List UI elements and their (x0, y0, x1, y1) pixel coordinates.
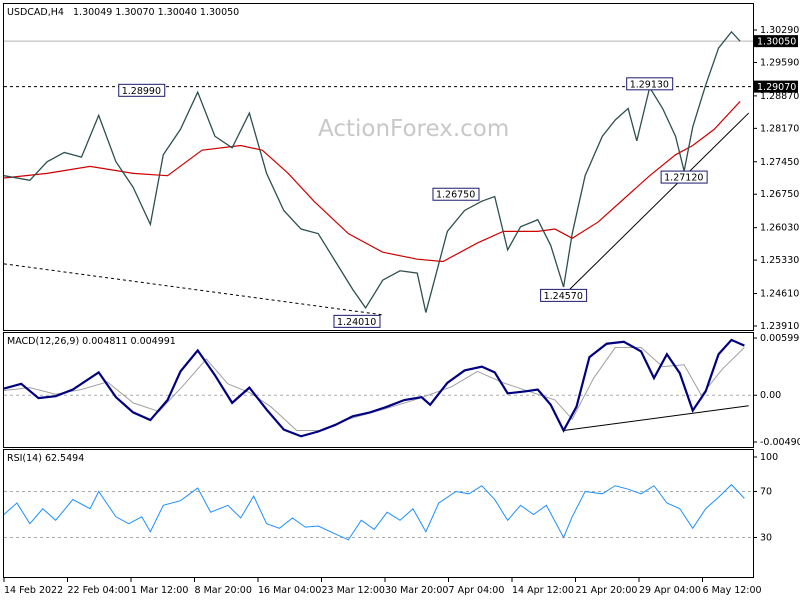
price-tick-label: 1.28870 (760, 91, 799, 102)
price-annotation-box (540, 288, 588, 302)
resistance-level-label: 1.29070 (757, 82, 796, 93)
x-tick-label: 23 Mar 12:00 (322, 585, 385, 596)
price-panel-frame (3, 3, 754, 331)
rsi-tick-label: 30 (760, 533, 772, 544)
chart-title: USDCAD,H4 (7, 7, 64, 18)
rsi-line (3, 483, 745, 541)
macd-tick-label: 0.005996 (760, 333, 800, 344)
current-price-box (754, 35, 798, 48)
price-tick-label: 1.26030 (760, 223, 799, 234)
price-tick-label: 1.24610 (760, 289, 799, 300)
rsi-label: RSI(14) 62.5494 (7, 453, 84, 464)
price-tick-label: 1.26750 (760, 189, 799, 200)
price-annotation-label: 1.27120 (664, 173, 703, 184)
price-tick-label: 1.23910 (760, 321, 799, 332)
price-annotation-label: 1.24010 (337, 317, 376, 328)
price-annotation-label: 1.26750 (436, 190, 475, 201)
price-annotation-box (626, 77, 674, 91)
x-tick-label: 1 Mar 12:00 (131, 585, 188, 596)
price-trendline (3, 263, 383, 316)
x-tick-label: 8 Mar 20:00 (195, 585, 252, 596)
x-tick-label: 7 Apr 04:00 (449, 585, 505, 596)
rsi-tick-label: 70 (760, 487, 772, 498)
macd-signal-line (3, 347, 745, 432)
price-line (3, 30, 741, 313)
price-annotation-label: 1.29130 (630, 79, 669, 90)
watermark: ActionForex.com (318, 116, 509, 142)
ohlc-header: 1.30049 1.30070 1.30040 1.30050 (73, 7, 239, 18)
x-tick-label: 16 Mar 04:00 (258, 585, 321, 596)
price-annotation-label: 1.28990 (122, 86, 161, 97)
rsi-panel-frame (3, 449, 754, 578)
moving-average-line (3, 101, 741, 263)
x-tick-label: 30 Mar 20:00 (385, 585, 448, 596)
macd-label: MACD(12,26,9) 0.004811 0.004991 (7, 336, 176, 347)
price-trendline (563, 112, 750, 296)
price-annotation-label: 1.24570 (544, 291, 583, 302)
x-tick-label: 14 Apr 12:00 (512, 585, 574, 596)
current-price-label: 1.30050 (757, 37, 796, 48)
macd-tick-label: 0.00 (760, 390, 781, 401)
macd-trendline (563, 405, 749, 432)
price-annotation-box (118, 83, 166, 97)
x-tick-label: 21 Apr 20:00 (576, 585, 638, 596)
price-tick-label: 1.28170 (760, 123, 799, 134)
x-tick-label: 22 Feb 04:00 (68, 585, 130, 596)
macd-panel-frame (3, 332, 754, 448)
price-tick-label: 1.29590 (760, 57, 799, 68)
price-tick-label: 1.25330 (760, 255, 799, 266)
x-tick-label: 29 Apr 04:00 (639, 585, 701, 596)
macd-line (3, 338, 745, 438)
price-annotation-box (660, 170, 708, 184)
rsi-tick-label: 100 (760, 452, 778, 463)
x-tick-label: 6 May 12:00 (703, 585, 762, 596)
resistance-level-box (754, 80, 798, 93)
price-annotation-box (333, 314, 381, 328)
price-annotation-box (432, 187, 480, 201)
price-tick-label: 1.27450 (760, 157, 799, 168)
x-tick-label: 14 Feb 2022 (4, 585, 63, 596)
price-tick-label: 1.30290 (760, 25, 799, 36)
